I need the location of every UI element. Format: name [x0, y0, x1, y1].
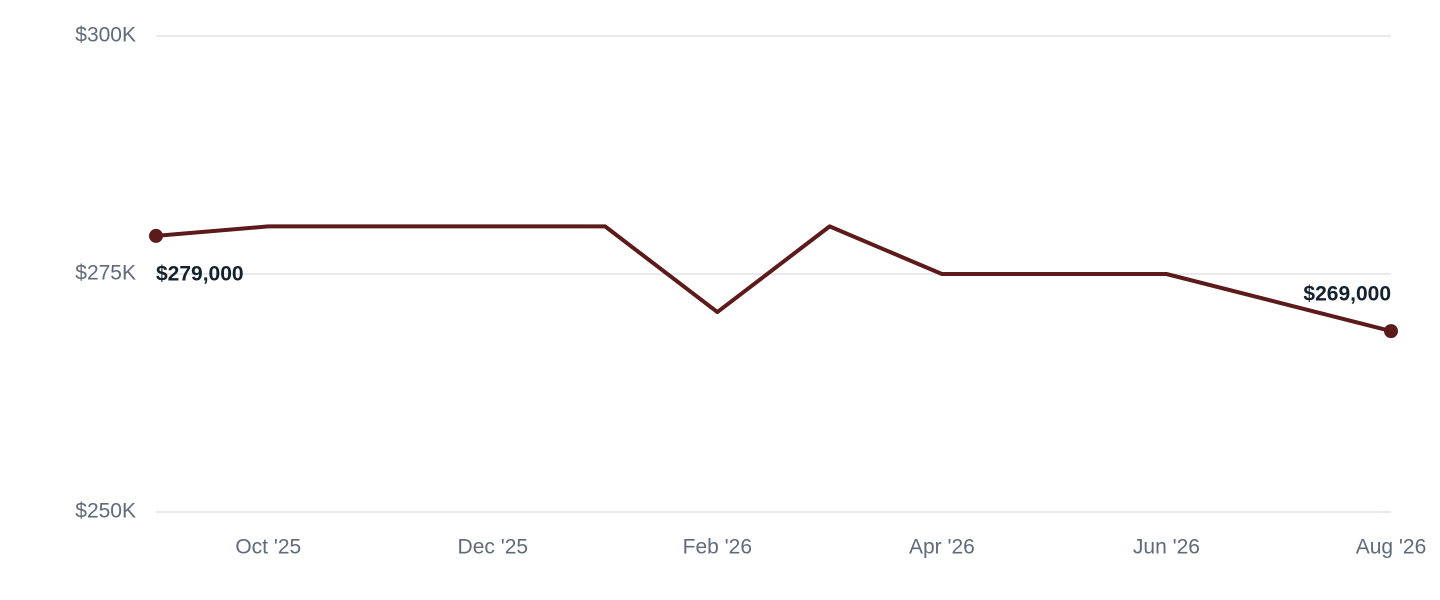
value-label: $269,000 — [1303, 283, 1391, 306]
x-tick-label: Aug '26 — [1356, 536, 1427, 559]
x-tick-label: Oct '25 — [235, 536, 301, 559]
x-tick-label: Dec '25 — [458, 536, 529, 559]
y-tick-label: $275K — [75, 262, 136, 285]
line — [155, 224, 1392, 334]
y-tick-label: $300K — [75, 24, 136, 47]
x-tick-label: Apr '26 — [909, 536, 975, 559]
end-marker — [1384, 324, 1398, 339]
end-marker — [149, 228, 163, 243]
x-tick-label: Feb '26 — [683, 536, 752, 559]
y-tick-label: $250K — [75, 500, 136, 523]
value-label: $279,000 — [156, 262, 244, 285]
x-tick-label: Jun '26 — [1133, 536, 1200, 559]
